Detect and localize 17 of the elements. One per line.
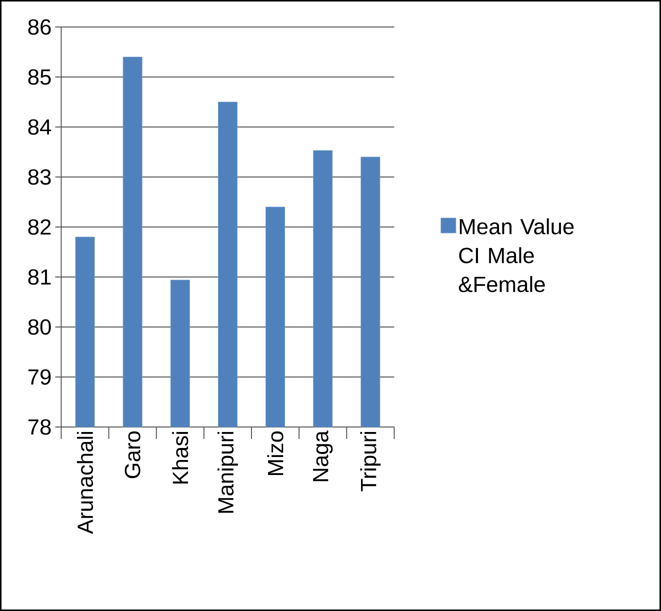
x-tick-label: Garo bbox=[124, 431, 140, 478]
y-tick-label: 80 bbox=[28, 319, 51, 335]
x-tick-label: Khasi bbox=[172, 432, 188, 484]
x-tick-label: Tripuri bbox=[360, 432, 381, 492]
x-tick-label: Mizo bbox=[267, 431, 284, 475]
legend-label: Mean Value CI Male &Female bbox=[458, 218, 574, 292]
x-tick-label: Arunachali bbox=[76, 432, 94, 534]
y-tick-label: 84 bbox=[28, 119, 52, 135]
y-tick-label: 78 bbox=[28, 419, 51, 435]
y-tick-label: 82 bbox=[28, 219, 51, 235]
x-tick-label: Naga bbox=[313, 430, 333, 482]
x-tick-label: Manipuri bbox=[217, 432, 238, 513]
y-tick-label: 83 bbox=[28, 169, 51, 185]
y-tick-label: 81 bbox=[28, 269, 51, 285]
y-tick-label: 85 bbox=[28, 69, 51, 85]
y-tick-label: 86 bbox=[28, 19, 51, 35]
y-tick-label: 79 bbox=[28, 369, 51, 385]
